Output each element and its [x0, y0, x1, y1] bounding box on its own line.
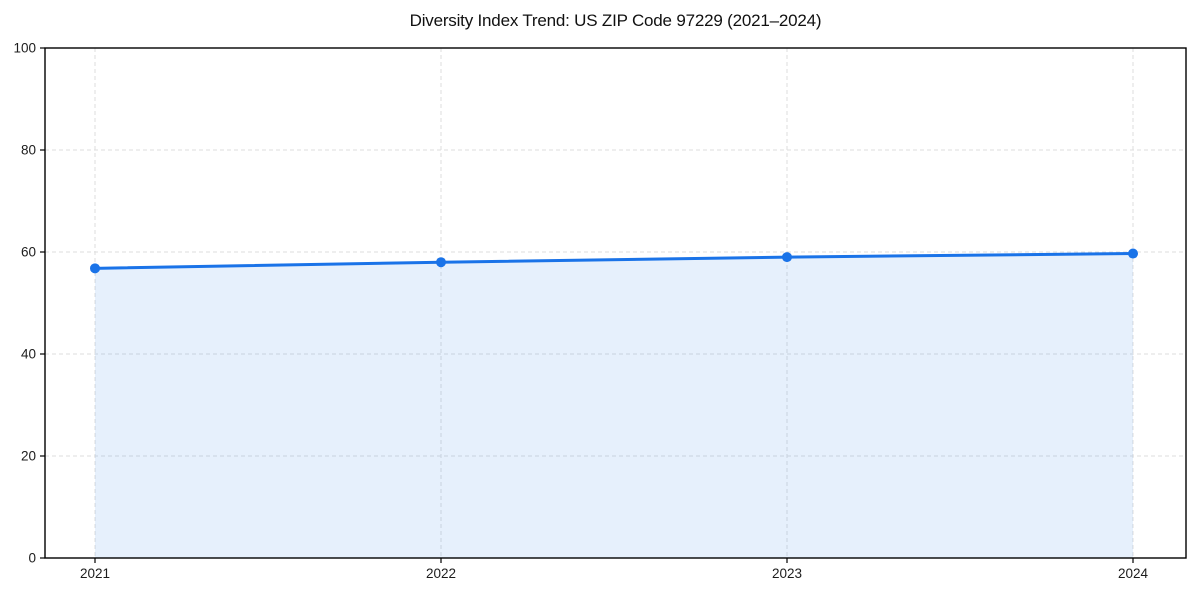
x-tick-label: 2024 — [1118, 566, 1149, 581]
data-point-marker — [90, 263, 100, 274]
chart-title: Diversity Index Trend: US ZIP Code 97229… — [409, 11, 822, 30]
y-tick-label: 40 — [21, 347, 36, 362]
y-tick-label: 80 — [21, 143, 36, 158]
x-tick-label: 2023 — [772, 566, 802, 581]
y-tick-label: 0 — [28, 551, 36, 566]
plot-frame — [44, 47, 1187, 559]
data-point-marker — [436, 257, 446, 268]
area-fill — [95, 253, 1133, 558]
x-tick-label: 2021 — [80, 566, 110, 581]
trend-line — [93, 252, 1135, 270]
y-tick-label: 60 — [21, 245, 36, 260]
y-tick-label: 20 — [21, 449, 36, 464]
data-point-marker — [1128, 248, 1138, 259]
data-point-marker — [782, 252, 792, 263]
y-tick-label: 100 — [13, 41, 36, 56]
x-tick-label: 2022 — [426, 566, 456, 581]
